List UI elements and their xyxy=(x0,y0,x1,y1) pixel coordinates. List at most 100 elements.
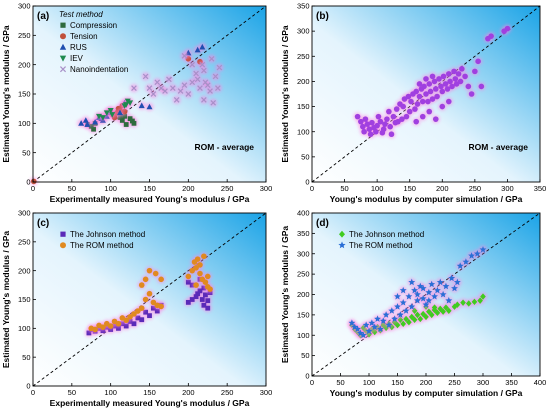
data-point xyxy=(423,91,429,97)
data-point xyxy=(411,286,419,294)
data-point xyxy=(131,120,137,126)
data-point xyxy=(451,284,458,292)
panel-3: 0 50 100 150 200 250 300 350 400 0 50 100 150 200 250 3… xyxy=(280,209,546,398)
data-point xyxy=(199,43,206,50)
data-point xyxy=(411,307,418,314)
data-point xyxy=(152,270,159,277)
data-point xyxy=(456,262,464,269)
legend-label: Tension xyxy=(70,32,98,41)
data-point xyxy=(99,115,106,121)
data-point xyxy=(107,323,114,329)
y-tick-label: 100 xyxy=(297,127,310,136)
data-point xyxy=(388,131,395,138)
data-point xyxy=(477,297,483,304)
data-point xyxy=(446,307,452,314)
panel-2: 0 50 100 150 200 250 300 0 50 100 150 200 250 300 Expe… xyxy=(1,209,272,408)
data-point xyxy=(203,292,208,298)
legend-entry: The ROM method xyxy=(338,241,413,250)
y-tick-label: 300 xyxy=(297,27,310,36)
data-point xyxy=(100,324,106,330)
data-point xyxy=(135,308,141,314)
y-tick-label: 250 xyxy=(18,237,31,246)
data-point xyxy=(201,285,207,291)
y-tick-label: 0 xyxy=(26,178,30,187)
data-point xyxy=(201,253,207,260)
y-tick-label: 200 xyxy=(18,60,31,69)
y-tick-label: 150 xyxy=(297,102,310,111)
data-point xyxy=(158,85,164,91)
data-point xyxy=(394,321,401,329)
data-point xyxy=(359,331,367,339)
data-point xyxy=(454,301,461,308)
data-point xyxy=(475,58,481,65)
x-tick-label: 200 xyxy=(182,388,195,397)
data-point xyxy=(135,315,141,321)
data-point xyxy=(138,305,145,311)
data-point xyxy=(204,82,211,89)
data-point xyxy=(185,279,191,285)
data-point xyxy=(201,302,207,308)
legend-entry: The Johnson method xyxy=(60,230,145,239)
data-point xyxy=(150,299,157,306)
data-point xyxy=(431,304,438,311)
data-point xyxy=(413,88,420,95)
data-point xyxy=(146,267,153,274)
y-tick-label: 100 xyxy=(18,119,31,128)
legend-entry: RUS xyxy=(59,43,87,52)
data-point xyxy=(405,93,412,100)
data-point xyxy=(380,126,387,132)
data-point xyxy=(394,292,401,300)
data-point xyxy=(123,323,129,329)
data-point xyxy=(462,73,468,80)
data-point xyxy=(396,311,404,318)
data-point xyxy=(367,131,374,138)
x-tick-label: 400 xyxy=(534,378,547,387)
y-tick-label: 250 xyxy=(18,31,31,40)
data-point xyxy=(419,98,426,105)
y-tick-label: 300 xyxy=(297,249,310,258)
data-point xyxy=(399,299,407,306)
y-tick-label: 300 xyxy=(18,209,31,218)
data-point xyxy=(374,122,380,129)
data-point xyxy=(443,304,449,311)
data-point xyxy=(197,262,203,268)
data-point xyxy=(138,282,145,288)
panel-label: (d) xyxy=(316,218,329,229)
x-tick-label: 350 xyxy=(505,378,518,387)
data-point xyxy=(193,70,199,77)
data-point xyxy=(123,317,129,324)
data-point xyxy=(201,67,207,74)
data-point xyxy=(387,123,393,130)
data-point xyxy=(394,303,401,310)
data-point xyxy=(374,315,381,322)
data-point xyxy=(440,73,447,80)
data-point xyxy=(434,93,440,100)
data-point xyxy=(193,282,199,288)
data-point xyxy=(446,71,452,77)
data-point xyxy=(202,279,209,286)
data-point xyxy=(376,325,384,333)
data-point xyxy=(408,303,416,310)
data-point xyxy=(432,86,439,92)
data-point xyxy=(433,286,441,294)
data-point xyxy=(379,317,387,324)
x-tick-label: 150 xyxy=(403,184,416,193)
data-point xyxy=(169,85,176,91)
x-tick-label: 300 xyxy=(501,184,514,193)
y-tick-label: 50 xyxy=(22,353,30,362)
data-point xyxy=(371,323,379,331)
data-point xyxy=(199,297,205,302)
data-point xyxy=(423,76,429,82)
data-point xyxy=(393,106,400,112)
data-point xyxy=(362,321,370,328)
data-point xyxy=(417,315,424,323)
data-point xyxy=(158,303,164,310)
data-point xyxy=(465,83,472,90)
data-point xyxy=(426,308,432,315)
data-point xyxy=(84,121,91,127)
data-point xyxy=(142,73,149,80)
data-point xyxy=(199,61,206,68)
data-point xyxy=(472,68,478,75)
y-tick-label: 200 xyxy=(297,77,310,86)
data-point xyxy=(215,85,221,91)
